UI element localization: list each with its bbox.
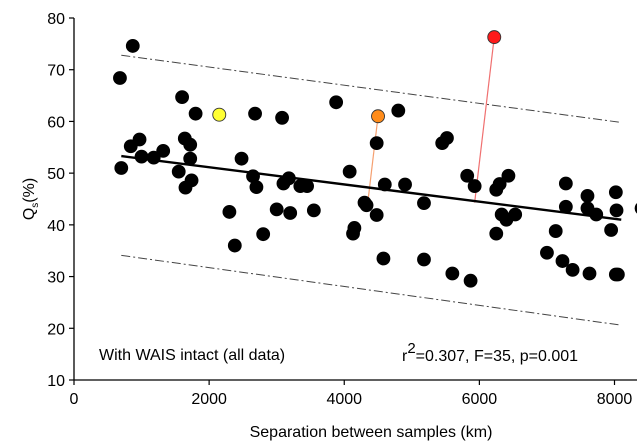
- data-point: [248, 106, 262, 121]
- data-point: [183, 137, 198, 152]
- data-point: [589, 207, 604, 222]
- data-point: [256, 227, 271, 242]
- data-point: [467, 179, 482, 193]
- data-point: [249, 180, 264, 195]
- data-point: [369, 136, 384, 151]
- data-point: [275, 110, 289, 125]
- data-point: [227, 238, 242, 253]
- upper-prediction-line: [121, 54, 622, 123]
- data-point: [342, 164, 357, 179]
- y-tick-label: 80: [47, 11, 65, 28]
- data-point: [582, 266, 597, 281]
- y-tick-label: 40: [47, 218, 65, 235]
- data-point: [125, 39, 140, 53]
- data-point: [134, 149, 149, 164]
- y-tick-label: 30: [47, 270, 65, 287]
- data-point: [540, 245, 554, 260]
- y-tick-label: 60: [47, 114, 65, 131]
- svg-text:Qs(%): Qs(%): [21, 178, 41, 220]
- red-highlight-point: [487, 30, 502, 45]
- x-tick-label: 2000: [191, 391, 227, 408]
- prediction-band-layer: [121, 54, 622, 326]
- y-axis-label-sub: s: [30, 203, 41, 208]
- data-point: [114, 161, 129, 175]
- data-point: [492, 177, 507, 191]
- y-tick-label: 20: [47, 321, 65, 338]
- axes: 10 20 30 40 50 60 70 80 0 2000 4000 6000 8000: [47, 11, 637, 408]
- data-point: [609, 203, 624, 218]
- data-point: [376, 251, 391, 266]
- data-point: [369, 208, 384, 222]
- data-point: [283, 206, 298, 220]
- data-point: [558, 176, 573, 191]
- data-point: [306, 203, 321, 218]
- data-point: [175, 90, 190, 105]
- data-point: [555, 254, 570, 268]
- data-point: [391, 103, 406, 118]
- data-point: [113, 71, 127, 85]
- y-axis-label-suffix: (%): [21, 178, 38, 203]
- panel-label: With WAIS intact (all data): [99, 347, 285, 364]
- data-point: [222, 205, 237, 219]
- data-point: [377, 177, 392, 192]
- data-point: [604, 223, 619, 237]
- leader-line-layer: [367, 37, 495, 203]
- data-point: [608, 185, 623, 200]
- data-point: [398, 177, 412, 192]
- data-point: [440, 131, 454, 145]
- data-point: [558, 199, 573, 214]
- data-point: [188, 106, 203, 121]
- data-point: [329, 95, 344, 110]
- data-point: [508, 207, 523, 222]
- data-point: [489, 226, 504, 241]
- x-tick-label: 8000: [597, 391, 633, 408]
- data-point: [171, 164, 186, 179]
- data-point: [417, 252, 431, 267]
- data-point: [580, 188, 595, 203]
- data-point: [269, 202, 284, 217]
- data-point: [183, 151, 198, 166]
- data-point: [132, 132, 147, 147]
- regression-line: [121, 154, 622, 221]
- regression-line-layer: [121, 154, 622, 221]
- data-point: [610, 267, 625, 282]
- data-point: [359, 198, 374, 213]
- data-point: [460, 168, 475, 183]
- stats-r: r: [402, 348, 408, 365]
- data-point: [417, 196, 431, 211]
- data-point: [548, 224, 563, 238]
- data-point: [300, 179, 314, 193]
- data-point: [463, 273, 478, 288]
- y-axis-label-main: Q: [21, 208, 38, 220]
- y-tick-label: 50: [47, 166, 65, 183]
- red-leader-line: [474, 37, 495, 203]
- data-point: [184, 173, 199, 188]
- lower-prediction-line: [121, 254, 622, 326]
- data-point: [281, 171, 296, 186]
- yellow-highlight-point: [212, 107, 227, 122]
- points-layer: [113, 30, 637, 288]
- stats-values: =0.307, F=35, p=0.001: [416, 348, 578, 365]
- data-point: [347, 221, 362, 235]
- x-tick-label: 4000: [326, 391, 362, 408]
- y-axis-label: Qs(%): [21, 178, 41, 220]
- data-point: [146, 150, 161, 165]
- data-point: [445, 266, 460, 281]
- x-tick-label: 6000: [462, 391, 498, 408]
- stats-exponent: 2: [407, 340, 415, 357]
- y-tick-label: 10: [47, 373, 65, 390]
- x-axis-label: Separation between samples (km): [250, 424, 493, 441]
- stats-annotation: r2=0.307, F=35, p=0.001: [402, 340, 578, 365]
- data-point: [234, 151, 249, 166]
- data-point: [501, 168, 516, 183]
- orange-highlight-point: [371, 109, 385, 124]
- x-tick-label: 0: [70, 391, 79, 408]
- data-point: [156, 144, 171, 158]
- y-tick-label: 70: [47, 63, 65, 80]
- data-point: [565, 262, 580, 277]
